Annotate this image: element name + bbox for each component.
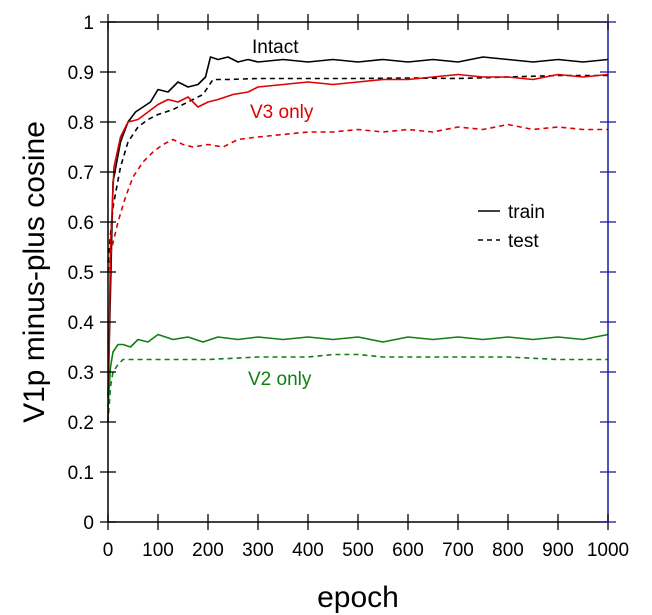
annotation-v3-only: V3 only (250, 102, 314, 123)
x-tick-label: 100 (142, 540, 174, 561)
y-tick-label: 0.9 (68, 63, 94, 84)
series-line-v2-only-train (107, 333, 609, 408)
series-group (107, 56, 609, 423)
y-tick-label: 0.6 (68, 213, 94, 234)
annotations: Intact V3 only V2 only (248, 37, 314, 390)
y-tick-label: 0.4 (68, 313, 95, 334)
series-line-v3-only-test (107, 123, 608, 273)
y-axis-title: V1p minus-plus cosine (18, 121, 51, 423)
x-tick-label: 600 (392, 540, 424, 561)
legend-label-test: test (508, 231, 539, 252)
x-tick-label: 200 (192, 540, 224, 561)
y-tick-label: 0 (83, 513, 94, 534)
axes: 0 100 200 300 400 500 600 700 800 900 1000 0 0.1 0.2 0… (68, 13, 630, 561)
x-tick-label: 0 (103, 540, 114, 561)
y-tick-label: 0.5 (68, 263, 94, 284)
y-tick-label: 1 (83, 13, 94, 34)
annotation-v2-only: V2 only (248, 369, 312, 390)
x-axis-title: epoch (317, 581, 399, 614)
x-tick-label: 400 (292, 540, 324, 561)
y-tick-label: 0.3 (68, 363, 94, 384)
x-tick-label: 500 (342, 540, 374, 561)
series-line-v3-only-train (107, 73, 609, 423)
legend-label-train: train (508, 202, 545, 223)
series-line-intact-train (107, 56, 609, 398)
y-tick-label: 0.7 (68, 163, 94, 184)
annotation-intact: Intact (252, 37, 299, 58)
x-tick-label: 1000 (587, 540, 629, 561)
series-line-v2-only-test (107, 353, 608, 423)
x-tick-label: 300 (242, 540, 274, 561)
y-tick-label: 0.8 (68, 113, 94, 134)
y-tick-label: 0.1 (68, 463, 94, 484)
y-tick-label: 0.2 (68, 413, 94, 434)
x-tick-label: 900 (542, 540, 574, 561)
x-tick-label: 800 (492, 540, 524, 561)
legend: train test (478, 202, 545, 252)
x-tick-label: 700 (442, 540, 474, 561)
